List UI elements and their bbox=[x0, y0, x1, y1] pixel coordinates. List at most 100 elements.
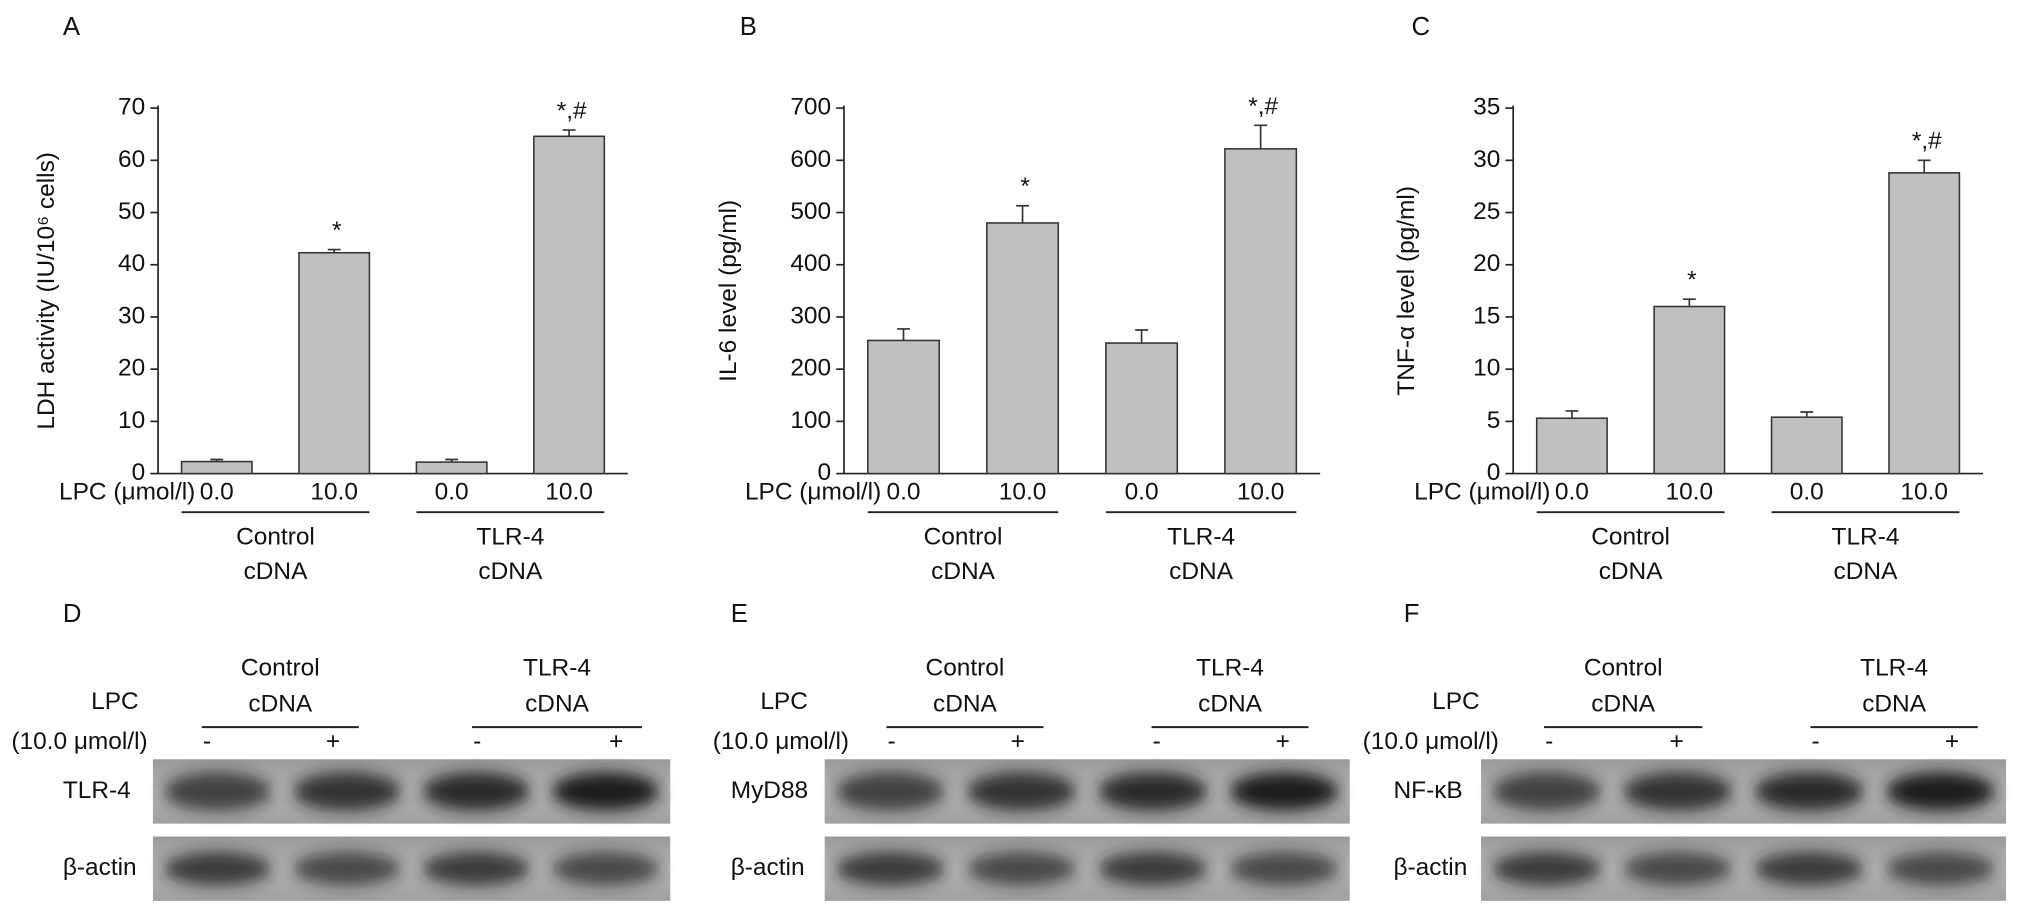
significance: * bbox=[332, 217, 342, 244]
treatment-label: (10.0 μmol/l) bbox=[713, 728, 849, 755]
row-label: β-actin bbox=[63, 854, 137, 881]
row-label: β-actin bbox=[731, 854, 805, 881]
y-tick-label: 10 bbox=[1473, 355, 1500, 382]
lane-label: - bbox=[1812, 728, 1820, 755]
y-tick-label: 20 bbox=[1473, 250, 1500, 277]
bar bbox=[180, 460, 253, 475]
blot-band bbox=[1228, 772, 1340, 811]
y-tick-label: 70 bbox=[118, 94, 145, 121]
blot-band bbox=[421, 851, 531, 886]
group-label: TLR-4 bbox=[1860, 655, 1928, 682]
y-axis-label: LDH activity (IU/10⁶ cells) bbox=[33, 152, 60, 430]
error-bar bbox=[1800, 411, 1814, 418]
error-bar bbox=[562, 129, 576, 137]
bar bbox=[415, 461, 488, 475]
error-bar bbox=[327, 248, 341, 253]
y-tick-label: 40 bbox=[118, 250, 145, 277]
y-tick-label: 500 bbox=[790, 198, 831, 225]
x-tick-label: 0.0 bbox=[435, 478, 469, 505]
treatment-label: LPC bbox=[760, 688, 808, 715]
y-tick-label: 400 bbox=[790, 250, 831, 277]
bar bbox=[298, 251, 371, 475]
blot-band bbox=[421, 772, 531, 811]
y-tick-label: 0 bbox=[132, 459, 146, 486]
blot-band bbox=[292, 772, 402, 811]
group-label: cDNA bbox=[1169, 558, 1234, 585]
lane-label: + bbox=[1945, 728, 1959, 755]
blot-band bbox=[551, 772, 660, 811]
group-label: cDNA bbox=[525, 691, 590, 718]
lane-label: - bbox=[1153, 728, 1161, 755]
significance: *,# bbox=[557, 97, 587, 124]
panel-label: D bbox=[63, 600, 82, 628]
group-label: TLR-4 bbox=[476, 523, 544, 550]
y-tick-label: 200 bbox=[790, 355, 831, 382]
x-tick-label: 10.0 bbox=[545, 478, 593, 505]
treatment-label: LPC bbox=[91, 688, 139, 715]
significance: *,# bbox=[1248, 93, 1278, 120]
row-label: MyD88 bbox=[731, 777, 808, 804]
bar bbox=[986, 222, 1060, 475]
treatment-label: LPC bbox=[1432, 688, 1480, 715]
treatment-label: (10.0 μmol/l) bbox=[11, 728, 147, 755]
group-label: Control bbox=[241, 655, 320, 682]
panel-label: C bbox=[1412, 13, 1431, 41]
x-tick-label: 0.0 bbox=[1125, 478, 1159, 505]
lane-label: + bbox=[1276, 728, 1290, 755]
y-tick-label: 30 bbox=[118, 302, 145, 329]
y-tick-label: 25 bbox=[1473, 198, 1500, 225]
group-label: cDNA bbox=[931, 558, 996, 585]
y-axis-label: IL-6 level (pg/ml) bbox=[715, 200, 742, 382]
x-tick-label: 10.0 bbox=[999, 478, 1047, 505]
y-tick-label: 60 bbox=[118, 146, 145, 173]
y-tick-label: 300 bbox=[790, 302, 831, 329]
x-tick-label: 10.0 bbox=[1666, 478, 1714, 505]
group-label: cDNA bbox=[1591, 691, 1656, 718]
treatment-label: (10.0 μmol/l) bbox=[1363, 728, 1499, 755]
group-label: TLR-4 bbox=[523, 655, 591, 682]
x-tick-label: 0.0 bbox=[1555, 478, 1589, 505]
lane-label: + bbox=[1669, 728, 1683, 755]
group-label: cDNA bbox=[1198, 691, 1263, 718]
group-label: Control bbox=[926, 655, 1005, 682]
error-bar bbox=[210, 458, 224, 462]
blot-band bbox=[1754, 851, 1865, 886]
x-tick-label: 0.0 bbox=[887, 478, 921, 505]
error-bar bbox=[1917, 159, 1931, 173]
y-tick-label: 30 bbox=[1473, 146, 1500, 173]
blot-band bbox=[1097, 772, 1208, 811]
y-tick-label: 0 bbox=[1487, 459, 1501, 486]
panel-label: B bbox=[740, 13, 757, 41]
error-bar bbox=[1565, 410, 1579, 419]
lane-label: - bbox=[203, 728, 211, 755]
y-tick-label: 5 bbox=[1487, 407, 1501, 434]
group-label: cDNA bbox=[1862, 691, 1927, 718]
group-label: cDNA bbox=[248, 691, 313, 718]
y-tick-label: 35 bbox=[1473, 94, 1500, 121]
y-tick-label: 50 bbox=[118, 198, 145, 225]
panel-label: F bbox=[1404, 600, 1420, 628]
lane-label: + bbox=[609, 728, 623, 755]
group-label: cDNA bbox=[244, 558, 309, 585]
group-label: cDNA bbox=[1599, 558, 1664, 585]
x-tick-label: 10.0 bbox=[310, 478, 358, 505]
blot-band bbox=[1885, 851, 1996, 886]
error-bar bbox=[897, 328, 910, 341]
blot-band bbox=[1228, 851, 1340, 886]
significance: * bbox=[1687, 267, 1697, 294]
blot-band bbox=[835, 772, 946, 811]
error-bar bbox=[1016, 204, 1029, 223]
blot-band bbox=[1491, 772, 1602, 811]
x-tick-label: 0.0 bbox=[200, 478, 234, 505]
y-tick-label: 600 bbox=[790, 146, 831, 173]
group-label: cDNA bbox=[1834, 558, 1899, 585]
bar bbox=[1888, 172, 1961, 475]
blot-band bbox=[966, 772, 1077, 811]
lane-label: + bbox=[326, 728, 340, 755]
lane-label: - bbox=[888, 728, 896, 755]
blot-band bbox=[163, 851, 272, 886]
y-tick-label: 15 bbox=[1473, 302, 1500, 329]
blot-band bbox=[1622, 851, 1734, 886]
group-label: Control bbox=[1591, 523, 1670, 550]
error-bar bbox=[1135, 329, 1149, 344]
